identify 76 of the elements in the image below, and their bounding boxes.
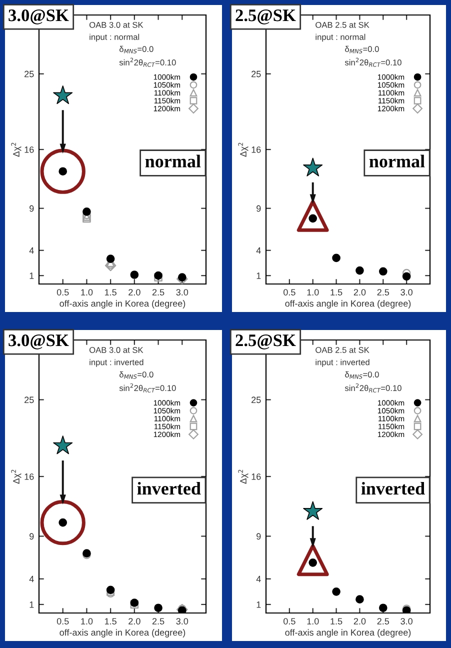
y-tick-label: 25: [24, 396, 34, 404]
x-axis-title: off-axis angle in Korea (degree): [60, 629, 186, 638]
y-axis-title: Δχ$^{2}$: [11, 470, 22, 484]
y-tick-label: 9: [30, 205, 34, 212]
annotation: sin$^{2}$2θ$_{RCT}$=0.10: [119, 383, 176, 392]
x-axis-title: off-axis angle in Korea (degree): [285, 629, 411, 638]
x-tick-label: 2.0: [128, 618, 140, 624]
annotation: input : normal: [90, 34, 140, 42]
annotation: OAB 2.5 at SK: [316, 347, 370, 353]
x-tick-label: 3.0: [400, 289, 412, 296]
annotation: inverted: [361, 482, 425, 495]
x-axis-title: off-axis angle in Korea (degree): [285, 300, 411, 308]
chart-title: 3.0@SK: [8, 334, 69, 350]
annotation: OAB 3.0 at SK: [89, 22, 144, 28]
annotation: normal: [145, 154, 201, 168]
annotation: input : inverted: [90, 359, 144, 367]
x-tick-label: 0.5: [284, 618, 296, 624]
x-tick-label: 1.5: [104, 289, 116, 296]
chart-title: 3.0@SK: [8, 9, 69, 24]
annotation: δ$_{MNS}$=0.0: [345, 46, 379, 54]
y-tick-label: 1: [30, 272, 34, 279]
y-tick-label: 1: [256, 272, 261, 279]
annotation: sin$^{2}$2θ$_{RCT}$=0.10: [119, 58, 176, 67]
x-axis-title: off-axis angle in Korea (degree): [60, 300, 186, 308]
x-tick-label: 2.5: [152, 289, 164, 296]
y-tick-label: 9: [256, 205, 261, 212]
y-axis-title: Δχ$^{2}$: [238, 470, 248, 484]
y-tick-label: 4: [29, 247, 34, 254]
x-tick-label: 3.0: [176, 618, 188, 624]
x-tick-label: 3.0: [176, 289, 188, 296]
annotation: sin$^{2}$2θ$_{RCT}$=0.10: [344, 383, 402, 392]
y-tick-label: 1: [30, 602, 34, 608]
y-axis-title: Δχ$^{2}$: [238, 142, 248, 157]
x-tick-label: 2.0: [128, 289, 140, 296]
annotation: input : inverted: [316, 359, 370, 367]
y-tick-label: 16: [252, 473, 261, 480]
y-tick-label: 25: [252, 70, 261, 78]
y-tick-label: 9: [256, 533, 261, 540]
x-tick-label: 0.5: [56, 289, 69, 296]
annotation: OAB 3.0 at SK: [89, 347, 144, 353]
annotation: inverted: [137, 482, 201, 495]
y-tick-label: 25: [252, 396, 261, 404]
x-tick-label: 1.5: [330, 289, 342, 296]
y-tick-label: 9: [30, 533, 34, 540]
x-tick-label: 1.0: [81, 289, 93, 296]
annotation: δ$_{MNS}$=0.0: [345, 371, 379, 379]
x-tick-label: 2.5: [377, 618, 390, 624]
y-tick-label: 1: [256, 602, 261, 608]
x-tick-label: 1.5: [330, 618, 342, 624]
x-tick-label: 1.0: [307, 618, 319, 624]
y-axis-title: Δχ$^{2}$: [11, 142, 22, 157]
y-tick-label: 16: [24, 473, 34, 480]
x-tick-label: 0.5: [284, 289, 296, 296]
x-tick-label: 3.0: [400, 618, 412, 624]
annotation: δ$_{MNS}$=0.0: [120, 371, 154, 379]
y-tick-label: 4: [256, 247, 261, 254]
y-tick-label: 4: [29, 576, 34, 582]
y-tick-label: 16: [24, 146, 34, 153]
x-tick-label: 1.0: [307, 289, 319, 296]
annotation: normal: [369, 154, 425, 168]
chart-title: 2.5@SK: [236, 9, 296, 24]
x-tick-label: 1.0: [81, 618, 93, 624]
annotation: OAB 2.5 at SK: [316, 22, 370, 28]
annotation: input : normal: [316, 34, 366, 42]
annotation: sin$^{2}$2θ$_{RCT}$=0.10: [344, 58, 402, 67]
annotation: δ$_{MNS}$=0.0: [120, 46, 154, 54]
y-tick-label: 25: [24, 70, 34, 78]
x-tick-label: 1.5: [104, 618, 116, 624]
chart-title: 2.5@SK: [236, 334, 296, 350]
x-tick-label: 2.0: [354, 618, 366, 624]
x-tick-label: 2.5: [377, 289, 390, 296]
y-tick-label: 16: [252, 146, 261, 153]
x-tick-label: 0.5: [56, 618, 69, 624]
y-tick-label: 4: [256, 576, 261, 582]
x-tick-label: 2.0: [354, 289, 366, 296]
x-tick-label: 2.5: [152, 618, 164, 624]
